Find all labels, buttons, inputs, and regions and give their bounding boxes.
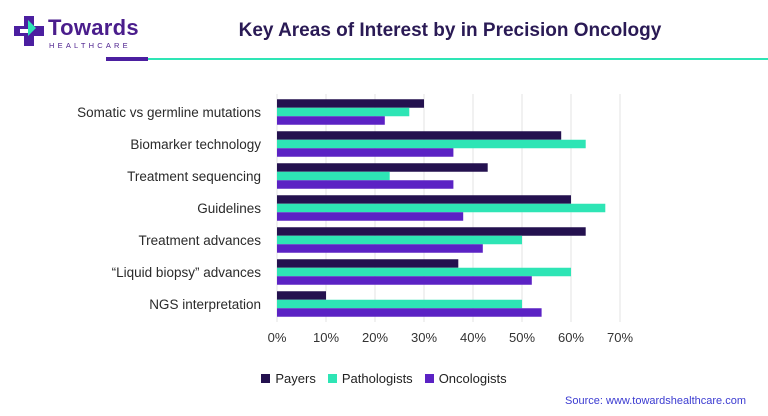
- x-tick-label: 40%: [460, 330, 486, 345]
- legend-item-payers: Payers: [261, 371, 316, 386]
- bar-oncologists: [277, 116, 385, 125]
- legend-swatch: [327, 374, 337, 383]
- bar-oncologists: [277, 276, 532, 285]
- bar-payers: [277, 131, 562, 140]
- header-rule: [148, 58, 768, 60]
- category-label: Somatic vs germline mutations: [77, 105, 261, 120]
- legend-label: Oncologists: [438, 371, 507, 386]
- bar-pathologists: [277, 171, 390, 181]
- category-label: “Liquid biopsy” advances: [112, 265, 262, 280]
- x-tick-label: 50%: [509, 330, 535, 345]
- bar-payers: [277, 99, 424, 108]
- source-note: Source: www.towardshealthcare.com: [565, 395, 746, 407]
- bar-oncologists: [277, 180, 454, 189]
- x-tick-label: 0%: [268, 330, 287, 345]
- legend-swatch: [424, 374, 434, 383]
- bar-pathologists: [277, 203, 606, 213]
- bar-pathologists: [277, 107, 410, 117]
- category-label: Treatment advances: [138, 233, 261, 248]
- bar-payers: [277, 227, 586, 236]
- bar-pathologists: [277, 267, 571, 277]
- brand-tagline: HEALTHCARE: [49, 41, 131, 50]
- bar-chart: Somatic vs germline mutations Biomarker t…: [77, 94, 633, 345]
- chart-title: Key Areas of Interest by in Precision On…: [238, 20, 662, 41]
- legend-swatch: [261, 374, 271, 383]
- x-tick-label: 60%: [558, 330, 584, 345]
- legend-item-pathologists: Pathologists: [327, 371, 413, 386]
- bar-payers: [277, 195, 571, 204]
- bar-oncologists: [277, 244, 483, 253]
- category-label: Treatment sequencing: [127, 169, 261, 184]
- bar-payers: [277, 163, 488, 172]
- bar-payers: [277, 291, 326, 300]
- bar-pathologists: [277, 299, 522, 309]
- brand-name: Towards: [48, 15, 139, 40]
- medical-cross-icon: [14, 16, 44, 46]
- legend-label: Pathologists: [341, 371, 413, 386]
- bar-oncologists: [277, 308, 542, 317]
- bar-pathologists: [277, 235, 522, 245]
- chart-legend: Payers Pathologists Oncologists: [0, 371, 768, 386]
- bar-payers: [277, 259, 459, 268]
- category-label: Biomarker technology: [130, 137, 261, 152]
- legend-item-oncologists: Oncologists: [424, 371, 507, 386]
- bar-oncologists: [277, 212, 464, 221]
- bar-pathologists: [277, 139, 586, 149]
- x-tick-label: 30%: [411, 330, 437, 345]
- category-label: Guidelines: [197, 201, 261, 216]
- x-tick-label: 10%: [313, 330, 339, 345]
- header-rule-accent: [106, 57, 148, 61]
- bar-oncologists: [277, 148, 454, 157]
- legend-label: Payers: [275, 371, 316, 386]
- x-tick-label: 70%: [607, 330, 633, 345]
- category-label: NGS interpretation: [149, 297, 261, 312]
- brand-logo: Towards HEALTHCARE: [14, 14, 154, 54]
- x-tick-label: 20%: [362, 330, 388, 345]
